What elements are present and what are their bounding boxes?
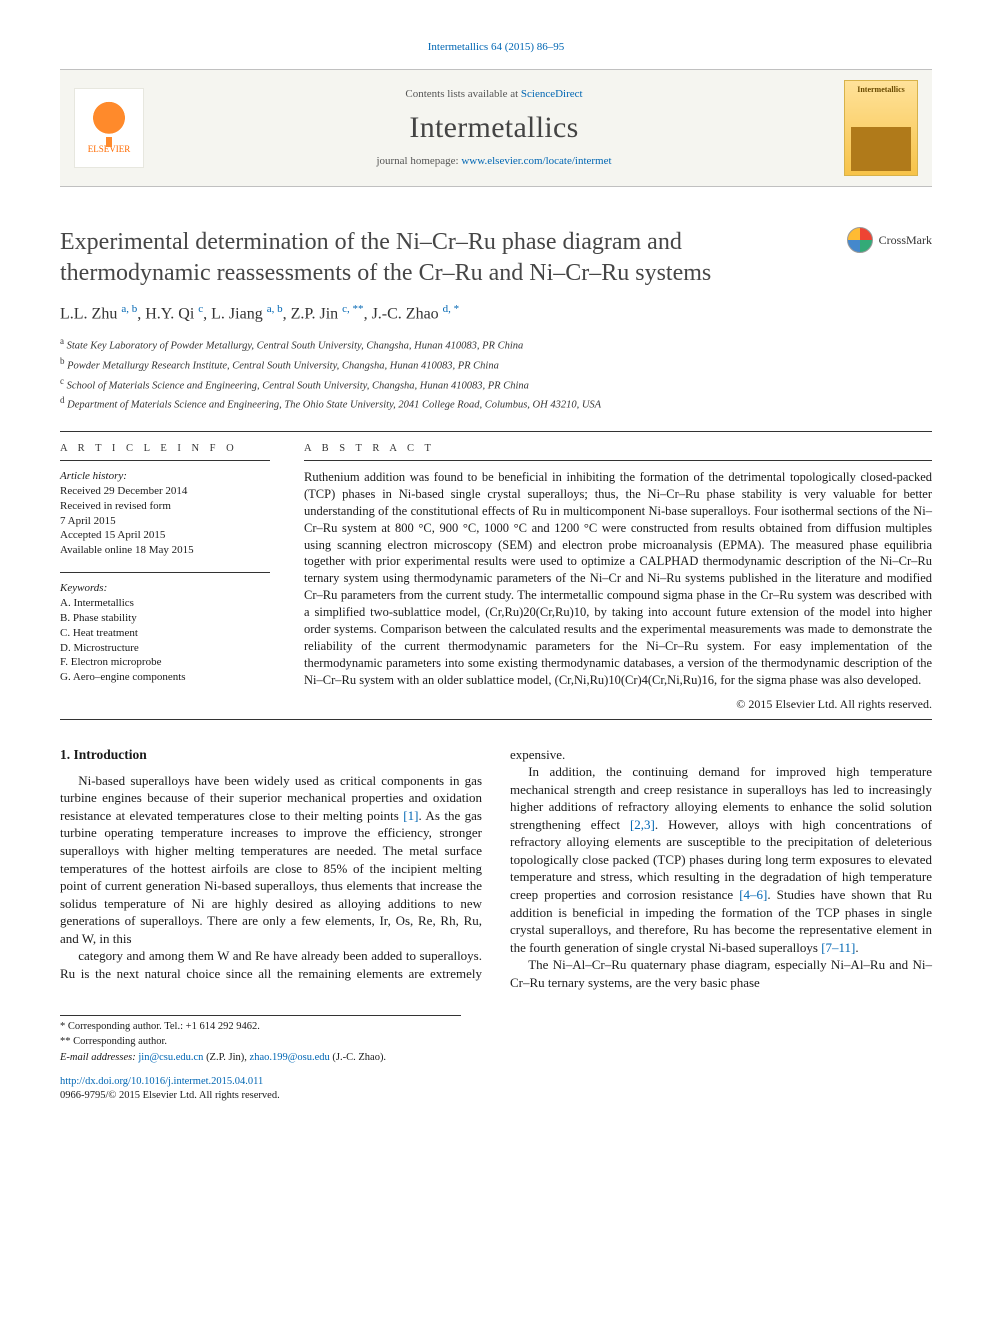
email-who-2: (J.-C. Zhao). [332, 1052, 386, 1063]
article-title: Experimental determination of the Ni–Cr–… [60, 227, 835, 288]
abstract-text: Ruthenium addition was found to be benef… [304, 469, 932, 688]
issn-copyright: 0966-9795/© 2015 Elsevier Ltd. All right… [60, 1090, 280, 1101]
keyword-line: G. Aero–engine components [60, 670, 270, 685]
homepage-prefix: journal homepage: [376, 155, 461, 167]
history-line: 7 April 2015 [60, 514, 270, 529]
history-line: Accepted 15 April 2015 [60, 528, 270, 543]
elsevier-tree-icon [90, 101, 128, 143]
section-title: Introduction [74, 747, 147, 762]
email-line: E-mail addresses: jin@csu.edu.cn (Z.P. J… [60, 1051, 461, 1065]
crossmark-icon [847, 227, 873, 253]
sciencedirect-link[interactable]: ScienceDirect [521, 88, 583, 100]
keyword-line: F. Electron microprobe [60, 655, 270, 670]
authors-line: L.L. Zhu a, b, H.Y. Qi c, L. Jiang a, b,… [60, 302, 932, 325]
corresponding-author-1: * Corresponding author. Tel.: +1 614 292… [60, 1020, 461, 1034]
affiliation-line: c School of Materials Science and Engine… [60, 375, 932, 394]
divider [60, 460, 270, 461]
citation-line: Intermetallics 64 (2015) 86–95 [60, 40, 932, 55]
divider [60, 572, 270, 573]
history-line: Available online 18 May 2015 [60, 543, 270, 558]
journal-header: ELSEVIER Contents lists available at Sci… [60, 69, 932, 187]
email-link-1[interactable]: jin@csu.edu.cn [138, 1052, 203, 1063]
body-paragraph: Ni-based superalloys have been widely us… [60, 772, 482, 947]
keywords-block: Keywords: A. IntermetallicsB. Phase stab… [60, 581, 270, 685]
cover-image-icon [851, 127, 911, 171]
affiliation-line: a State Key Laboratory of Powder Metallu… [60, 335, 932, 354]
abstract-heading: A B S T R A C T [304, 442, 932, 456]
contents-available-line: Contents lists available at ScienceDirec… [158, 87, 830, 102]
crossmark-badge[interactable]: CrossMark [847, 227, 932, 253]
keyword-line: C. Heat treatment [60, 626, 270, 641]
footnotes: * Corresponding author. Tel.: +1 614 292… [60, 1015, 461, 1103]
email-link-2[interactable]: zhao.199@osu.edu [250, 1052, 330, 1063]
crossmark-label: CrossMark [879, 232, 932, 248]
history-line: Received in revised form [60, 499, 270, 514]
email-who-1: (Z.P. Jin), [206, 1052, 247, 1063]
contents-prefix: Contents lists available at [405, 88, 520, 100]
abstract-copyright: © 2015 Elsevier Ltd. All rights reserved… [304, 696, 932, 712]
email-label: E-mail addresses: [60, 1052, 136, 1063]
section-number: 1. [60, 747, 70, 762]
body-text: 1. Introduction Ni-based superalloys hav… [60, 746, 932, 992]
keyword-line: B. Phase stability [60, 611, 270, 626]
journal-cover-thumb: Intermetallics [844, 80, 918, 176]
body-paragraph: The Ni–Al–Cr–Ru quaternary phase diagram… [510, 956, 932, 991]
divider [304, 460, 932, 461]
journal-homepage-line: journal homepage: www.elsevier.com/locat… [158, 154, 830, 169]
corresponding-author-2: ** Corresponding author. [60, 1035, 461, 1049]
body-paragraph: In addition, the continuing demand for i… [510, 763, 932, 956]
keywords-label: Keywords: [60, 582, 107, 594]
history-label: Article history: [60, 470, 127, 482]
affiliations: a State Key Laboratory of Powder Metallu… [60, 335, 932, 413]
divider [60, 719, 932, 720]
citation-link[interactable]: [4–6] [739, 887, 767, 902]
affiliation-line: d Department of Materials Science and En… [60, 394, 932, 413]
article-info-heading: A R T I C L E I N F O [60, 442, 270, 456]
journal-homepage-link[interactable]: www.elsevier.com/locate/intermet [461, 155, 611, 167]
citation-link[interactable]: [1] [403, 808, 418, 823]
elsevier-logo: ELSEVIER [74, 88, 144, 168]
cover-label: Intermetallics [857, 85, 905, 96]
journal-name: Intermetallics [158, 108, 830, 149]
divider [60, 431, 932, 432]
history-line: Received 29 December 2014 [60, 484, 270, 499]
citation-link[interactable]: [7–11] [821, 940, 855, 955]
article-history: Article history: Received 29 December 20… [60, 469, 270, 558]
keyword-line: A. Intermetallics [60, 596, 270, 611]
keyword-line: D. Microstructure [60, 641, 270, 656]
section-heading: 1. Introduction [60, 746, 482, 764]
doi-link[interactable]: http://dx.doi.org/10.1016/j.intermet.201… [60, 1076, 263, 1087]
citation-link[interactable]: [2,3] [630, 817, 655, 832]
affiliation-line: b Powder Metallurgy Research Institute, … [60, 355, 932, 374]
